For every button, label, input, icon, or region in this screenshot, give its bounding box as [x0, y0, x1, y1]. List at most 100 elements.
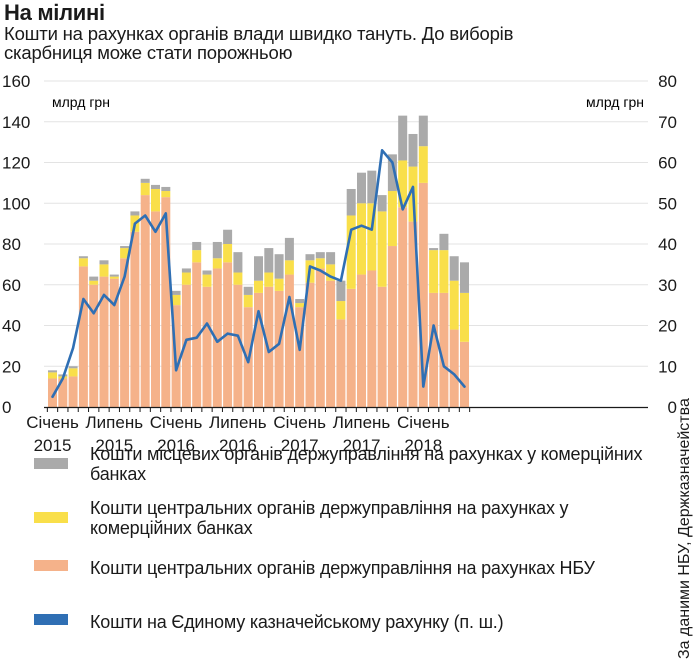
- bar-banks-26: [315, 258, 325, 269]
- bar-nbu-23: [284, 274, 294, 407]
- treasury-point-20: [257, 310, 260, 313]
- legend-swatch-central-banks: [34, 512, 68, 523]
- bar-banks-10: [151, 188, 160, 212]
- treasury-point-23: [288, 296, 291, 298]
- legend-label-local: Кошти місцевих органів держуправління на…: [90, 444, 643, 484]
- bar-nbu-10: [151, 211, 160, 407]
- bar-local-13: [181, 268, 191, 273]
- bar-local-38: [439, 233, 449, 251]
- bar-nbu-27: [326, 280, 336, 407]
- axes: 0 20 40 60 80 100 120 140 160 0 10 20 30 40 50 60 70 80 Сі…: [2, 72, 677, 455]
- bar-nbu-18: [233, 284, 243, 407]
- bar-local-15: [202, 270, 212, 275]
- bar-banks-29: [346, 215, 356, 289]
- legend-label-central-banks: Кошти центральних органів держуправління…: [90, 498, 569, 538]
- bar-local-37: [429, 248, 439, 251]
- x-label-month-30: Липень: [333, 413, 391, 432]
- bar-banks-23: [284, 260, 294, 275]
- bar-nbu-36: [418, 182, 428, 407]
- bar-local-35: [408, 133, 418, 167]
- bar-banks-5: [99, 264, 109, 277]
- bar-banks-0: [48, 372, 57, 379]
- bar-banks-21: [264, 272, 274, 287]
- bar-local-30: [357, 172, 366, 204]
- treasury-point-19: [247, 361, 250, 364]
- bar-nbu-22: [274, 290, 284, 407]
- bar-nbu-7: [120, 258, 130, 407]
- bar-banks-11: [161, 191, 171, 198]
- bar-nbu-26: [315, 268, 325, 407]
- bar-local-39: [449, 256, 459, 281]
- source-note: За даними НБУ, Держказначейства: [676, 398, 693, 659]
- left-tick-160: 160: [2, 72, 30, 91]
- bar-banks-30: [357, 203, 366, 275]
- bar-banks-22: [274, 278, 284, 291]
- bar-local-33: [387, 154, 397, 192]
- treasury-point-11: [164, 212, 167, 215]
- bar-local-26: [315, 252, 325, 259]
- left-tick-20: 20: [2, 357, 21, 376]
- bar-nbu-1: [58, 378, 68, 407]
- bar-local-0: [48, 370, 57, 373]
- treasury-point-40: [463, 385, 466, 388]
- bar-nbu-28: [336, 319, 346, 407]
- bar-banks-36: [418, 146, 428, 183]
- treasury-line: [51, 149, 466, 399]
- treasury-point-16: [216, 340, 219, 343]
- bar-local-29: [346, 188, 356, 216]
- right-tick-20: 20: [658, 317, 677, 336]
- bar-local-4: [89, 276, 99, 281]
- bar-nbu-31: [367, 270, 377, 407]
- bar-nbu-6: [109, 278, 119, 407]
- bar-banks-24: [295, 303, 305, 308]
- x-label-month-12: Січень: [150, 413, 203, 432]
- bar-nbu-34: [398, 207, 408, 407]
- bar-local-3: [78, 256, 88, 259]
- right-tick-80: 80: [658, 72, 677, 91]
- treasury-point-17: [226, 332, 229, 335]
- treasury-point-32: [381, 149, 383, 152]
- treasury-point-28: [340, 279, 342, 282]
- treasury-point-18: [237, 334, 239, 337]
- treasury-point-26: [319, 269, 322, 272]
- right-tick-50: 50: [658, 194, 677, 213]
- x-label-year-36: 2018: [404, 436, 442, 455]
- treasury-point-33: [391, 161, 394, 164]
- right-tick-0: 0: [668, 398, 677, 417]
- treasury-point-12: [175, 369, 178, 372]
- left-tick-140: 140: [2, 113, 30, 132]
- bar-nbu-20: [254, 292, 263, 407]
- bar-local-6: [109, 274, 119, 277]
- bar-banks-40: [460, 292, 469, 342]
- bar-nbu-37: [429, 292, 439, 407]
- x-label-year-18: 2016: [219, 436, 257, 455]
- bar-local-36: [418, 115, 428, 147]
- bar-nbu-2: [68, 376, 78, 407]
- treasury-point-15: [206, 322, 208, 325]
- treasury-point-1: [61, 377, 64, 380]
- right-tick-40: 40: [658, 235, 677, 254]
- bar-nbu-39: [449, 329, 459, 407]
- left-axis-unit: млрд грн: [52, 94, 110, 110]
- treasury-point-14: [195, 336, 198, 339]
- bar-banks-39: [449, 280, 459, 330]
- bars: [48, 115, 469, 407]
- right-axis-unit: млрд грн: [586, 94, 644, 110]
- legend-label-treasury: Кошти на Єдиному казначейському рахунку …: [90, 612, 504, 632]
- bar-nbu-35: [408, 221, 418, 407]
- bar-banks-6: [109, 276, 119, 279]
- legend-label-central-nbu: Кошти центральних органів держуправління…: [90, 558, 595, 578]
- treasury-point-8: [134, 222, 136, 225]
- right-tick-60: 60: [658, 154, 677, 173]
- bar-banks-4: [89, 280, 99, 285]
- bar-local-2: [68, 366, 78, 369]
- bar-local-12: [171, 290, 181, 295]
- treasury-point-0: [51, 395, 54, 398]
- treasury-point-35: [412, 186, 414, 188]
- x-label-year-0: 2015: [34, 436, 72, 455]
- left-tick-80: 80: [2, 235, 21, 254]
- right-tick-10: 10: [658, 357, 677, 376]
- chart-subtitle: Кошти на рахунках органів влади швидко т…: [4, 23, 514, 63]
- x-label-month-0: Січень: [26, 413, 79, 432]
